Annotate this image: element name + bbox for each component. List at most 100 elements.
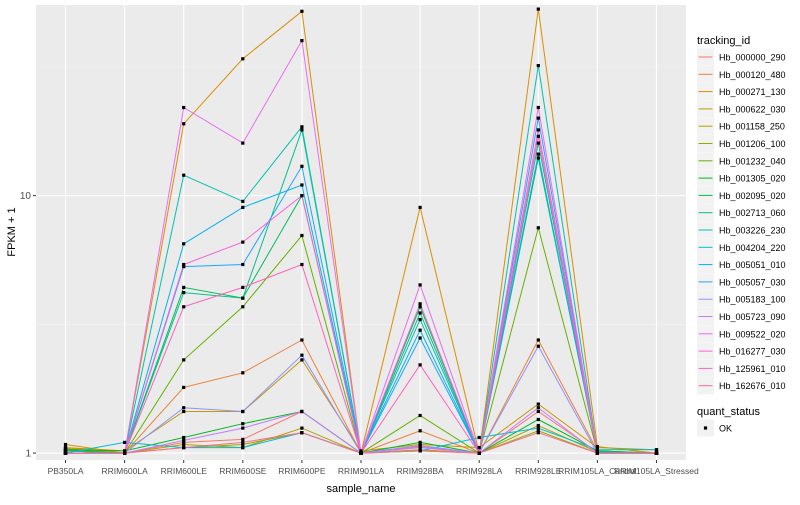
data-point: [536, 128, 540, 132]
data-point: [241, 240, 245, 244]
x-tick-label: RRIM928LA: [456, 466, 503, 476]
legend-item: Hb_003226_230: [697, 221, 786, 239]
data-point: [300, 358, 304, 362]
data-point: [300, 233, 304, 238]
data-point: [300, 194, 304, 198]
x-axis: PB350LA RRIM600LA RRIM600LE RRIM600SE RRIM60…: [48, 460, 699, 476]
legend2-item: OK: [697, 419, 732, 437]
data-point: [182, 173, 186, 177]
data-point: [536, 7, 540, 11]
data-point: [418, 302, 422, 306]
data-point: [536, 338, 540, 342]
data-point: [654, 451, 659, 455]
legend-item: Hb_002095_020: [697, 186, 786, 204]
data-point: [241, 305, 245, 309]
y-axis-label: FPKM + 1: [6, 207, 18, 256]
data-point: [63, 451, 68, 455]
series-points: [63, 7, 659, 455]
data-point: [182, 406, 186, 410]
data-point: [536, 409, 540, 414]
data-point: [123, 449, 127, 453]
data-point: [595, 446, 599, 450]
data-point: [536, 134, 540, 138]
legend-item: Hb_004204_220: [697, 238, 786, 256]
data-point: [300, 125, 304, 129]
legend-label: Hb_000271_130: [719, 87, 786, 97]
data-point: [241, 446, 245, 450]
legend-item: Hb_016277_030: [697, 342, 786, 360]
legend-label: Hb_000120_480: [719, 70, 786, 80]
data-point: [241, 409, 245, 414]
data-point: [536, 426, 540, 430]
data-point: [182, 285, 186, 289]
data-point: [418, 311, 422, 315]
legend: tracking_id Hb_000000_290Hb_000120_480Hb…: [697, 35, 786, 437]
data-point: [182, 435, 186, 440]
x-tick-label: RRIM105LA_Control: [558, 466, 637, 476]
legend-label: Hb_000622_030: [719, 104, 786, 114]
data-point: [182, 409, 186, 414]
legend-title: tracking_id: [697, 35, 750, 47]
data-point: [536, 423, 540, 428]
legend-item: Hb_001158_250: [697, 117, 785, 135]
data-point: [241, 205, 245, 209]
data-point: [536, 344, 540, 348]
data-point: [300, 353, 304, 357]
legend-item: Hb_125961_010: [697, 359, 786, 377]
data-point: [300, 426, 304, 430]
data-point: [418, 443, 422, 448]
data-point: [300, 338, 304, 342]
legend-item: Hb_005183_100: [697, 290, 786, 308]
data-point: [182, 242, 186, 246]
x-tick-label: RRIM928LE: [515, 466, 562, 476]
data-point: [536, 64, 540, 68]
legend-item: Hb_005057_030: [697, 273, 786, 291]
data-point: [182, 262, 186, 267]
legend-item: Hb_162676_010: [697, 377, 786, 395]
data-point: [418, 449, 422, 453]
data-point: [536, 116, 540, 120]
data-point: [536, 156, 540, 160]
data-point: [182, 442, 186, 447]
data-point: [536, 429, 540, 433]
legend-label: Hb_162676_010: [719, 381, 786, 391]
data-point: [63, 449, 68, 453]
data-point: [241, 426, 245, 430]
legend-item: Hb_001232_040: [697, 152, 786, 170]
data-point: [418, 413, 422, 418]
x-tick-label: RRIM600SE: [219, 466, 267, 476]
legend-item: Hb_001206_100: [697, 135, 786, 152]
legend-label: Hb_004204_220: [719, 243, 786, 253]
legend2-label: OK: [719, 424, 732, 434]
x-axis-label: sample_name: [326, 483, 395, 495]
legend-label: Hb_009522_020: [719, 329, 786, 339]
legend-item: Hb_005723_090: [697, 308, 786, 325]
data-point: [123, 440, 127, 444]
legend-item: Hb_002713_060: [697, 204, 786, 222]
x-tick-label: RRIM600PE: [278, 466, 326, 476]
x-tick-label: RRIM901LA: [338, 466, 385, 476]
legend-item: Hb_009522_020: [697, 325, 786, 343]
data-point: [418, 429, 422, 433]
legend-item: Hb_000271_130: [697, 83, 786, 101]
data-point: [182, 358, 186, 362]
data-point: [241, 442, 245, 447]
data-point: [241, 285, 245, 289]
legend2-marker: [703, 426, 708, 430]
data-point: [182, 291, 186, 295]
data-point: [418, 305, 422, 309]
legend-item: Hb_001305_020: [697, 169, 786, 187]
data-point: [477, 446, 481, 450]
data-point: [300, 409, 304, 414]
data-point: [63, 442, 68, 447]
x-tick-label: RRIM105LA_Stressed: [614, 466, 699, 476]
data-point: [359, 449, 363, 453]
data-point: [182, 440, 186, 444]
data-point: [241, 437, 245, 441]
legend-items: Hb_000000_290 Hb_000120_480 Hb_000271_130 H…: [697, 48, 786, 395]
data-point: [477, 451, 481, 455]
legend-label: Hb_016277_030: [719, 347, 786, 357]
legend-label: Hb_005051_010: [719, 260, 786, 270]
y-tick-label: 1: [25, 449, 31, 460]
